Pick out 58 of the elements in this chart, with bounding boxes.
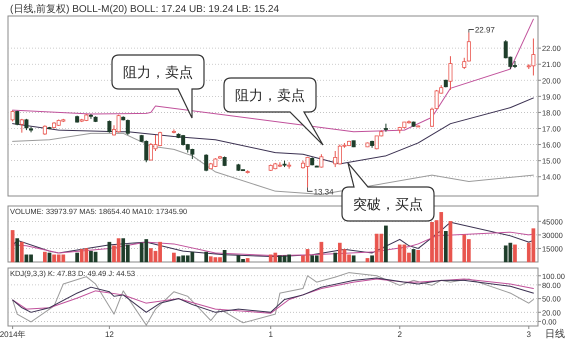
bar bbox=[379, 234, 384, 262]
annotation: 阻力，卖点 bbox=[235, 88, 305, 104]
bar bbox=[366, 258, 370, 262]
line-series bbox=[12, 232, 534, 256]
bar bbox=[10, 230, 14, 262]
bar bbox=[268, 254, 273, 262]
candlestick bbox=[20, 118, 24, 134]
bar bbox=[48, 252, 52, 262]
line-series bbox=[12, 272, 534, 326]
bar bbox=[416, 250, 420, 262]
line-series bbox=[12, 18, 534, 132]
candlestick bbox=[434, 89, 439, 110]
chart-title: (日线,前复权) BOLL-M(20) BOLL: 17.24 UB: 19.24 LB: 15.24 bbox=[10, 3, 280, 15]
bar bbox=[75, 252, 79, 262]
bar bbox=[172, 252, 176, 262]
candlestick bbox=[107, 120, 112, 134]
candlestick bbox=[126, 119, 130, 136]
bar bbox=[448, 221, 452, 262]
bar bbox=[108, 242, 112, 262]
bar bbox=[320, 242, 324, 262]
candlestick bbox=[42, 124, 47, 136]
annotation: 13.34 bbox=[314, 187, 334, 196]
bar bbox=[444, 231, 448, 262]
bar bbox=[222, 250, 226, 262]
bar bbox=[333, 252, 338, 262]
x-tick-label: 2014年 bbox=[0, 330, 26, 339]
bar bbox=[370, 255, 374, 262]
bar bbox=[20, 242, 24, 262]
bar bbox=[204, 252, 208, 262]
bar bbox=[15, 238, 20, 262]
bar bbox=[246, 258, 250, 262]
candlestick bbox=[204, 154, 208, 172]
x-tick-label: 12 bbox=[104, 330, 114, 339]
bar bbox=[43, 252, 47, 262]
candlestick bbox=[319, 154, 324, 168]
bar bbox=[61, 254, 66, 262]
text: 日线 bbox=[545, 328, 565, 340]
bar bbox=[352, 255, 356, 262]
annotation: 突破，买点 bbox=[353, 197, 423, 213]
candlestick bbox=[15, 110, 20, 126]
x-tick-label: 3 bbox=[526, 330, 532, 339]
candlestick bbox=[430, 107, 434, 128]
x-tick-label: 1 bbox=[268, 330, 274, 339]
bar bbox=[412, 249, 416, 262]
candlestick bbox=[531, 38, 536, 76]
line-series bbox=[12, 222, 534, 258]
bar bbox=[384, 226, 388, 262]
annotation: 阻力，卖点 bbox=[123, 65, 193, 81]
line-series bbox=[12, 132, 534, 195]
candlestick bbox=[10, 110, 15, 122]
bar bbox=[374, 234, 379, 262]
annotation: 22.97 bbox=[474, 26, 496, 35]
bar bbox=[513, 244, 517, 262]
bar bbox=[273, 252, 278, 262]
bar bbox=[310, 255, 314, 262]
x-tick-label: 2 bbox=[398, 330, 403, 339]
candlestick bbox=[24, 118, 28, 131]
candlestick bbox=[448, 56, 452, 90]
